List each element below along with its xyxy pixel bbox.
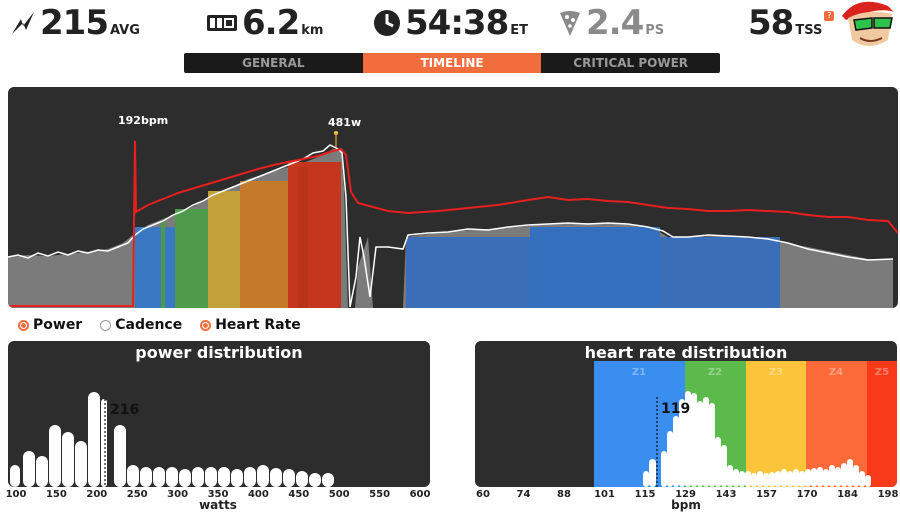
pizza-unit: PS bbox=[645, 22, 665, 38]
power-zone-z2 bbox=[135, 227, 175, 308]
timeline-chart-panel: 192bpm 481w bbox=[8, 87, 898, 308]
distance-unit: km bbox=[301, 22, 324, 38]
power-x-tick-300: 300 bbox=[167, 489, 188, 500]
power-x-tick-350: 350 bbox=[208, 489, 229, 500]
power-histogram: 216 bbox=[10, 392, 334, 487]
power-x-tick-500: 500 bbox=[329, 489, 350, 500]
tss-stat: 58 TSS ? bbox=[748, 0, 835, 46]
hr-x-tick-198: 198 bbox=[878, 489, 899, 500]
legend-heart-rate-toggle[interactable] bbox=[200, 319, 212, 331]
view-tabs: GENERAL TIMELINE CRITICAL POWER bbox=[184, 53, 720, 73]
legend-cadence[interactable]: Cadence bbox=[100, 317, 182, 333]
legend-power-label: Power bbox=[33, 317, 83, 333]
tab-general[interactable]: GENERAL bbox=[242, 56, 305, 70]
hr-histogram: Z1 Z2 Z3 Z4 Z5 bbox=[594, 361, 897, 487]
power-avg-label: 216 bbox=[110, 402, 139, 418]
tab-timeline[interactable]: TIMELINE bbox=[362, 53, 542, 73]
hr-zone-z2-label: Z2 bbox=[708, 367, 722, 378]
chart-legend: Power Cadence Heart Rate bbox=[18, 317, 301, 333]
hr-zone-z5 bbox=[867, 361, 897, 487]
power-line bbox=[8, 144, 894, 308]
tss-unit: TSS bbox=[795, 22, 823, 38]
power-x-axis: 100 150 200 250 300 350 400 450 500 550 600 watts bbox=[6, 489, 431, 512]
pizza-slice-icon bbox=[560, 11, 580, 36]
hr-distribution-title: heart rate distribution bbox=[584, 343, 788, 362]
legend-cadence-toggle[interactable] bbox=[100, 319, 112, 331]
elapsed-time-unit: ET bbox=[510, 22, 528, 38]
hr-x-tick-143: 143 bbox=[716, 489, 737, 500]
hr-zone-z3-label: Z3 bbox=[769, 367, 783, 378]
hr-x-tick-129: 129 bbox=[675, 489, 696, 500]
power-bolt-icon bbox=[12, 12, 34, 34]
hr-x-tick-115: 115 bbox=[635, 489, 656, 500]
hr-x-tick-157: 157 bbox=[756, 489, 777, 500]
elapsed-time-stat: 54:38 ET bbox=[373, 0, 528, 46]
peak-power-marker bbox=[334, 131, 338, 135]
power-zone-z2b bbox=[161, 220, 165, 308]
hr-zone-z3 bbox=[746, 361, 806, 487]
power-distribution-panel: power distribution bbox=[8, 341, 430, 487]
hr-x-tick-101: 101 bbox=[594, 489, 615, 500]
power-zone-z6 bbox=[298, 167, 308, 308]
distance-value: 6.2 bbox=[242, 3, 300, 43]
power-x-tick-600: 600 bbox=[410, 489, 431, 500]
hr-x-axis: 60 74 88 101 115 129 143 157 170 184 198 bpm bbox=[476, 489, 899, 512]
hr-x-tick-170: 170 bbox=[797, 489, 818, 500]
power-x-tick-450: 450 bbox=[288, 489, 309, 500]
hr-x-tick-74: 74 bbox=[517, 489, 531, 500]
legend-power-toggle[interactable] bbox=[18, 319, 29, 331]
tss-value: 58 bbox=[748, 3, 794, 43]
hr-x-tick-60: 60 bbox=[476, 489, 490, 500]
avg-power-value: 215 bbox=[40, 3, 109, 43]
clock-icon bbox=[374, 10, 400, 36]
hr-distribution-panel: heart rate distribution Z1 Z2 Z3 Z4 Z5 bbox=[475, 341, 897, 487]
power-distribution-title: power distribution bbox=[135, 343, 303, 362]
tss-help-badge[interactable]: ? bbox=[824, 11, 835, 21]
avg-power-unit: AVG bbox=[109, 22, 140, 38]
hr-x-tick-184: 184 bbox=[837, 489, 858, 500]
pizza-stat: 2.4 PS bbox=[558, 0, 664, 46]
power-x-tick-400: 400 bbox=[248, 489, 269, 500]
power-zone-z4b bbox=[240, 181, 288, 308]
hr-zone-z5-label: Z5 bbox=[875, 367, 889, 378]
distance-stat: 6.2 km bbox=[206, 0, 323, 46]
avg-power-stat: 215 AVG bbox=[10, 0, 140, 46]
elapsed-time-value: 54:38 bbox=[405, 3, 509, 43]
heart-rate-line bbox=[8, 140, 898, 307]
power-x-tick-100: 100 bbox=[6, 489, 27, 500]
power-zone-z1-band bbox=[530, 227, 660, 308]
power-zone-z5 bbox=[288, 162, 341, 308]
power-x-tick-150: 150 bbox=[46, 489, 67, 500]
avatar bbox=[842, 1, 898, 46]
power-x-label: watts bbox=[199, 498, 237, 512]
hr-x-label: bpm bbox=[671, 498, 701, 512]
hr-avg-label: 119 bbox=[661, 401, 690, 417]
legend-heart-rate[interactable]: Heart Rate bbox=[200, 317, 301, 333]
power-zone-z3 bbox=[175, 209, 208, 308]
legend-cadence-label: Cadence bbox=[115, 317, 183, 333]
legend-power[interactable]: Power bbox=[18, 317, 82, 333]
hr-zone-z1-label: Z1 bbox=[632, 367, 646, 378]
peak-power-label: 481w bbox=[328, 116, 361, 129]
power-x-tick-550: 550 bbox=[369, 489, 390, 500]
power-x-tick-200: 200 bbox=[86, 489, 107, 500]
timeline-chart: 192bpm 481w bbox=[8, 114, 898, 308]
power-zone-z4 bbox=[208, 191, 240, 308]
odometer-icon bbox=[207, 15, 237, 31]
legend-heart-rate-label: Heart Rate bbox=[215, 317, 301, 333]
tab-critical-power[interactable]: CRITICAL POWER bbox=[573, 56, 689, 70]
hr-zone-z4-label: Z4 bbox=[829, 367, 843, 378]
hr-x-tick-88: 88 bbox=[557, 489, 571, 500]
peak-hr-label: 192bpm bbox=[118, 114, 168, 127]
pizza-value: 2.4 bbox=[586, 3, 644, 43]
power-x-tick-250: 250 bbox=[127, 489, 148, 500]
